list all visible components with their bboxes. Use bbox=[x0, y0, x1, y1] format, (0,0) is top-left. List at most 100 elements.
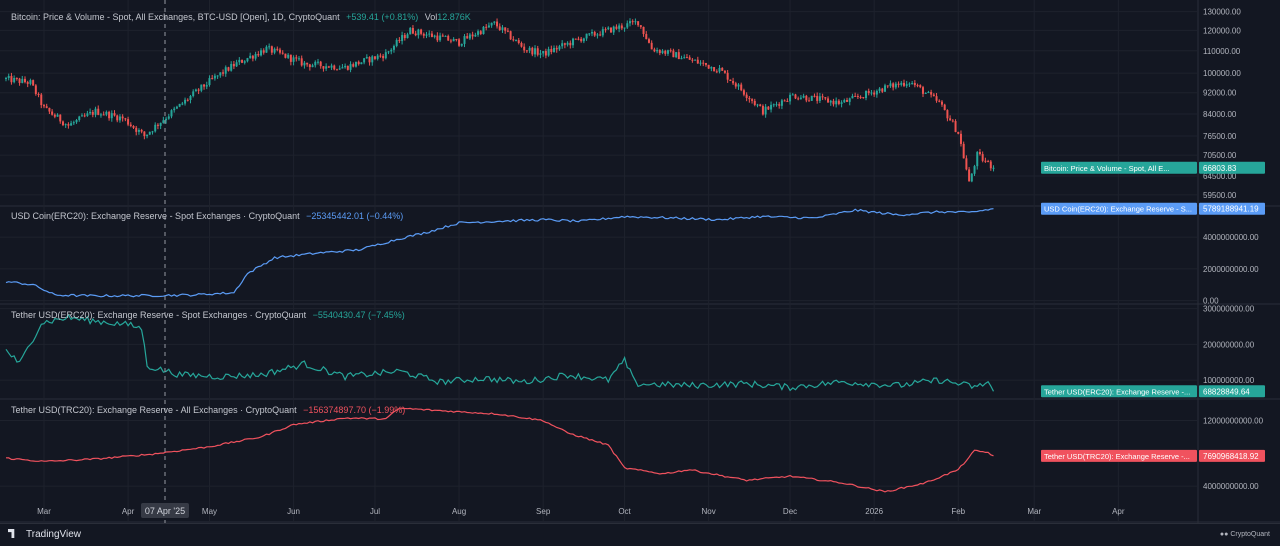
candle-body bbox=[241, 59, 244, 63]
candle-body bbox=[94, 108, 97, 115]
candle-body bbox=[341, 67, 344, 69]
candle-body bbox=[721, 67, 724, 71]
candle-body bbox=[10, 76, 13, 83]
series-name-tag-bg bbox=[1041, 449, 1197, 462]
time-tick-label: Oct bbox=[618, 507, 631, 516]
candle-body bbox=[468, 34, 471, 39]
candle-body bbox=[303, 62, 306, 66]
candle-body bbox=[588, 33, 591, 35]
candle-body bbox=[137, 130, 140, 132]
candle-body bbox=[848, 98, 851, 102]
candle-body bbox=[118, 116, 121, 121]
candle-body bbox=[704, 62, 707, 65]
candle-body bbox=[553, 47, 556, 53]
time-axis[interactable]: Mar Apr May Jun Jul Aug Sep Oct Nov Dec 2026 Feb Mar… bbox=[37, 507, 1125, 516]
candle-body bbox=[460, 43, 463, 46]
series-name-tag-bg bbox=[1041, 161, 1197, 174]
candle-body bbox=[604, 29, 607, 31]
price-tick-label: 110000.00 bbox=[1203, 47, 1241, 56]
legend-btc[interactable]: Bitcoin: Price & Volume - Spot, All Exch… bbox=[11, 12, 471, 22]
candle-body bbox=[51, 111, 54, 115]
candle-body bbox=[672, 50, 675, 58]
candle-body bbox=[178, 103, 181, 107]
candle-body bbox=[335, 69, 338, 71]
candle-body bbox=[86, 113, 89, 116]
candle-body bbox=[232, 63, 235, 67]
candle-body bbox=[525, 50, 528, 52]
candle-body bbox=[151, 131, 154, 133]
candle-body bbox=[474, 34, 477, 37]
candle-body bbox=[959, 133, 962, 144]
price-tick-label: 84000.00 bbox=[1203, 110, 1237, 119]
cryptoquant-brand-text: CryptoQuant bbox=[1230, 531, 1270, 538]
legend-usdc[interactable]: USD Coin(ERC20): Exchange Reserve - Spot… bbox=[11, 211, 403, 221]
candle-body bbox=[748, 97, 751, 100]
legend-usdc-change: −25345442.01 (−0.44%) bbox=[306, 211, 404, 221]
candle-body bbox=[715, 71, 718, 73]
price-axis[interactable]: 130000.00 120000.00 110000.00 100000.00 9200… bbox=[1197, 0, 1264, 523]
candle-body bbox=[333, 65, 336, 70]
candle-body bbox=[561, 43, 564, 47]
crosshair-date-text: 07 Apr '25 bbox=[145, 506, 185, 516]
candle-body bbox=[298, 58, 301, 60]
candle-body bbox=[761, 105, 764, 115]
time-tick-label: Apr bbox=[122, 507, 135, 516]
candle-body bbox=[718, 67, 721, 72]
candle-body bbox=[656, 50, 659, 52]
candle-body bbox=[628, 21, 631, 24]
candle-body bbox=[699, 62, 702, 64]
candle-body bbox=[127, 119, 130, 125]
candle-body bbox=[930, 92, 933, 95]
candle-body bbox=[835, 100, 838, 105]
candle-body bbox=[924, 92, 927, 94]
candle-body bbox=[395, 39, 398, 46]
candle-body bbox=[154, 124, 157, 132]
candle-body bbox=[249, 55, 252, 59]
tradingview-logo[interactable]: TradingView bbox=[8, 529, 81, 540]
candle-body bbox=[490, 22, 493, 26]
candle-body bbox=[246, 58, 249, 62]
candle-body bbox=[623, 27, 626, 29]
candle-body bbox=[200, 84, 203, 91]
candle-body bbox=[501, 27, 504, 30]
candle-body bbox=[764, 106, 767, 115]
candle-body bbox=[7, 76, 10, 78]
candle-body bbox=[534, 48, 537, 55]
legend-usdt-erc20[interactable]: Tether USD(ERC20): Exchange Reserve - Sp… bbox=[11, 310, 405, 320]
candle-body bbox=[542, 51, 545, 54]
candle-body bbox=[479, 31, 482, 35]
candle-body bbox=[653, 49, 656, 52]
candle-body bbox=[371, 56, 374, 63]
candle-body bbox=[80, 115, 83, 117]
candle-body bbox=[102, 114, 105, 116]
candle-body bbox=[962, 143, 965, 159]
price-tick-label: 120000.00 bbox=[1203, 26, 1241, 35]
candle-body bbox=[563, 43, 566, 45]
last-value-tag: 66803.83 bbox=[1203, 164, 1237, 173]
candle-body bbox=[504, 27, 507, 31]
candle-body bbox=[523, 46, 526, 51]
candle-body bbox=[295, 57, 298, 59]
candle-body bbox=[870, 92, 873, 94]
candle-body bbox=[379, 55, 382, 57]
candle-body bbox=[829, 100, 832, 103]
legend-usdt-trc20[interactable]: Tether USD(TRC20): Exchange Reserve - Al… bbox=[11, 405, 405, 415]
time-tick-label: Nov bbox=[702, 507, 716, 516]
candle-body bbox=[694, 59, 697, 61]
candle-body bbox=[558, 46, 561, 50]
candle-body bbox=[219, 72, 222, 76]
candle-body bbox=[368, 57, 371, 63]
candle-body bbox=[349, 64, 352, 70]
crosshair-date-label: 07 Apr '25 bbox=[141, 503, 189, 518]
candle-body bbox=[547, 49, 550, 56]
price-tick-label: 76500.00 bbox=[1203, 132, 1237, 141]
last-value-tag: 7690968418.92 bbox=[1203, 452, 1259, 461]
candle-body bbox=[373, 56, 376, 59]
candle-body bbox=[406, 34, 409, 39]
candle-body bbox=[723, 70, 726, 73]
candle-body bbox=[921, 87, 924, 94]
time-tick-label: Dec bbox=[783, 507, 797, 516]
candle-body bbox=[742, 90, 745, 95]
candle-body bbox=[940, 101, 943, 105]
